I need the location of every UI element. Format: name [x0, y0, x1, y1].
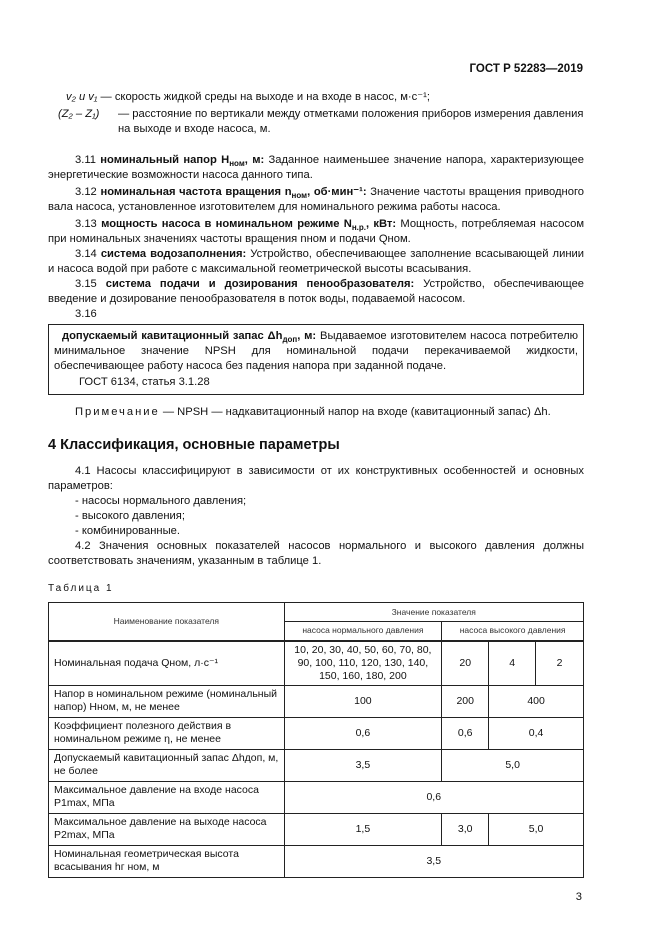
- row-name: Максимальное давление на выходе насоса P…: [48, 812, 285, 846]
- cell-normal: 3,5: [283, 748, 443, 782]
- term-name: номинальный напор H: [100, 154, 230, 166]
- header-high: насоса высокого давления: [441, 621, 584, 641]
- term-sub: доп: [282, 335, 298, 345]
- cell-normal: 100: [283, 684, 443, 718]
- term-unit: , м:: [244, 154, 265, 166]
- definition-z: (Z₂ – Z₁) — расстояние по вертикали между…: [48, 107, 584, 137]
- cell-high: 4: [488, 640, 537, 686]
- term-3-15: 3.15 система подачи и дозирования пенооб…: [48, 277, 584, 307]
- term-name: мощность насоса в номинальном режиме N: [101, 218, 352, 230]
- header-value: Значение показателя: [283, 602, 585, 622]
- document-id: ГОСТ Р 52283—2019: [469, 63, 583, 75]
- term-sub: н.р.: [351, 223, 366, 233]
- table-row: Напор в номинальном режиме (номинальный …: [48, 684, 584, 718]
- term-text: Значение частоты вращения приводного вал…: [48, 186, 585, 213]
- note: Примечание — NPSH — надкавитационный нап…: [48, 405, 584, 420]
- paragraph-4-2: 4.2 Значения основных показателей насосо…: [48, 540, 584, 567]
- cell-all: 0,6: [283, 780, 585, 814]
- term-name: система подачи и дозирования пенообразов…: [105, 278, 415, 290]
- term-unit: , об·мин⁻¹:: [307, 186, 367, 198]
- term-box: допускаемый кавитационный запас Δhдоп, м…: [48, 324, 584, 395]
- box-source: ГОСТ 6134, статья 3.1.28: [79, 376, 210, 388]
- term-unit: , м:: [297, 330, 317, 342]
- row-name: Напор в номинальном режиме (номинальный …: [48, 684, 285, 718]
- definition-v: v₂ и v₁ — скорость жидкой среды на выход…: [48, 90, 584, 105]
- term-number: 3.14: [75, 248, 97, 260]
- table-row: Максимальное давление на выходе насоса P…: [48, 812, 584, 846]
- term-name: номинальная частота вращения n: [100, 186, 292, 198]
- term-number: 3.11: [75, 154, 96, 166]
- term-text: Мощность, потребляемая насосом при номин…: [48, 218, 585, 245]
- definition-text: — расстояние по вертикали между отметкам…: [118, 108, 584, 135]
- cell-high: 20: [441, 640, 490, 686]
- cell-high: 3,0: [441, 812, 490, 846]
- table-row: Номинальная геометрическая высота всасыв…: [48, 844, 585, 878]
- symbol: (Z₂ – Z₁): [58, 108, 100, 120]
- cell-high: 5,0: [441, 748, 584, 782]
- box-definition: допускаемый кавитационный запас Δhдоп, м…: [54, 329, 578, 374]
- cell-high: 2: [535, 640, 584, 686]
- row-name: Максимальное давление на входе насоса P1…: [48, 780, 285, 814]
- term-unit: , кВт:: [365, 218, 397, 230]
- term-3-16: 3.16: [75, 308, 97, 320]
- page-number: 3: [575, 890, 582, 903]
- table-caption: Таблица 1: [48, 583, 114, 594]
- term-name: система водозаполнения:: [100, 248, 247, 260]
- term-3-11: 3.11 номинальный напор Hном, м: Заданное…: [48, 153, 584, 183]
- row-name: Коэффициент полезного действия в номинал…: [48, 716, 285, 750]
- table-row: Номинальная подача Qном, л·с⁻¹ 10, 20, 30…: [48, 640, 584, 686]
- list-item: - насосы нормального давления;: [75, 495, 247, 507]
- cell-normal: 10, 20, 30, 40, 50, 60, 70, 80, 90, 100,…: [283, 640, 443, 686]
- note-text: — NPSH — надкавитационный напор на входе…: [159, 406, 551, 418]
- definition-text: — скорость жидкой среды на выходе и на в…: [100, 91, 430, 103]
- terms: 3.11 номинальный напор Hном, м: Заданное…: [48, 153, 584, 322]
- cell-high: 0,4: [488, 716, 584, 750]
- cell-all: 3,5: [283, 844, 585, 878]
- list-item: - высокого давления;: [75, 510, 185, 522]
- parameters-table: Наименование показателя Значение показате…: [48, 602, 585, 878]
- term-3-12: 3.12 номинальная частота вращения nном, …: [48, 185, 584, 215]
- cell-high: 200: [441, 684, 490, 718]
- section-title: 4 Классификация, основные параметры: [48, 437, 340, 453]
- term-3-13: 3.13 мощность насоса в номинальном режим…: [48, 217, 584, 247]
- row-name: Номинальная подача Qном, л·с⁻¹: [48, 640, 285, 686]
- cell-high: 5,0: [488, 812, 584, 846]
- term-number: 3.12: [75, 186, 97, 198]
- paragraph-4-1: 4.1 Насосы классифицируют в зависимости …: [48, 465, 584, 492]
- term-text: Устройство, обеспечивающее введение и до…: [48, 278, 585, 305]
- row-name: Номинальная геометрическая высота всасыв…: [48, 844, 285, 878]
- term-number: 3.15: [75, 278, 97, 290]
- page-body: v₂ и v₁ — скорость жидкой среды на выход…: [48, 90, 584, 925]
- header-name: Наименование показателя: [48, 602, 285, 641]
- term-3-14: 3.14 система водозаполнения: Устройство,…: [48, 247, 584, 277]
- term-name: допускаемый кавитационный запас Δh: [62, 330, 283, 342]
- term-sub: ном: [291, 191, 308, 201]
- term-number: 3.13: [75, 218, 97, 230]
- table-row: Максимальное давление на входе насоса P1…: [48, 780, 585, 814]
- table-row: Коэффициент полезного действия в номинал…: [48, 716, 584, 750]
- note-label: Примечание: [75, 406, 160, 418]
- term-text: Устройство, обеспечивающее заполнение вс…: [48, 248, 584, 275]
- table-row: Допускаемый кавитационный запас Δhдоп, м…: [48, 748, 584, 782]
- section-body: 4.1 Насосы классифицируют в зависимости …: [48, 464, 584, 569]
- term-text: Выдаваемое изготовителем насоса потребит…: [54, 330, 579, 372]
- term-text: Заданное наименьшее значение напора, хар…: [48, 154, 584, 181]
- header-normal: насоса нормального давления: [283, 621, 443, 641]
- row-name: Допускаемый кавитационный запас Δhдоп, м…: [48, 748, 285, 782]
- cell-normal: 0,6: [283, 716, 443, 750]
- cell-high: 400: [488, 684, 584, 718]
- cell-normal: 1,5: [283, 812, 443, 846]
- list-item: - комбинированные.: [75, 525, 180, 537]
- cell-high: 0,6: [441, 716, 490, 750]
- term-sub: ном: [229, 159, 245, 169]
- symbol: v₂ и v₁: [66, 91, 98, 103]
